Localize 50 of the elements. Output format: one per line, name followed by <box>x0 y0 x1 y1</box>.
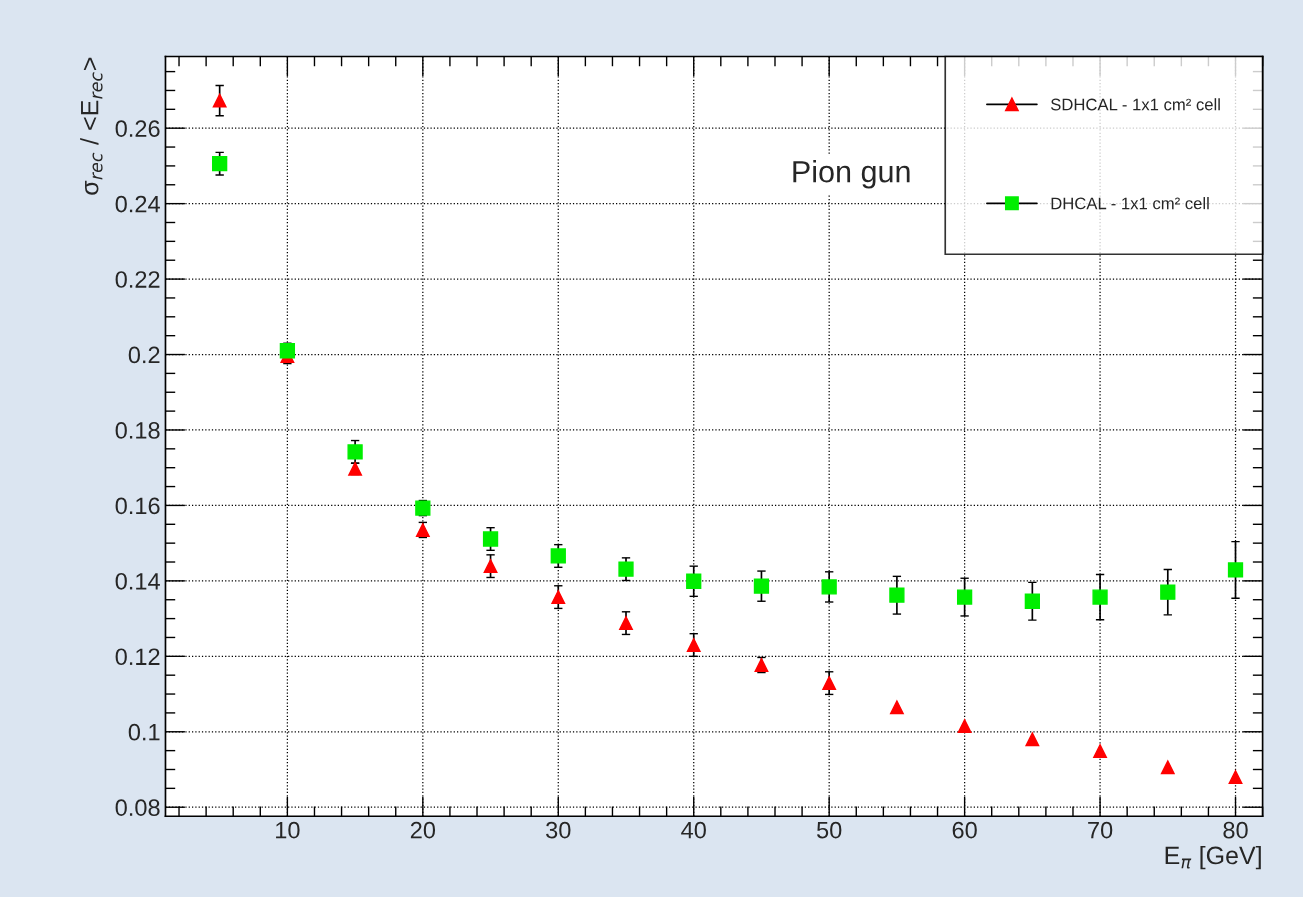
point <box>956 589 973 605</box>
point <box>753 578 770 594</box>
y-tick-label: 0.22 <box>115 271 160 288</box>
point <box>1024 593 1040 609</box>
x-tick-label: 20 <box>410 821 436 839</box>
point <box>1160 584 1176 600</box>
point <box>483 559 498 574</box>
y-tick-label: 0.2 <box>128 346 160 364</box>
legend-label: SDHCAL - 1x1 cm² cell <box>1051 98 1220 111</box>
point <box>1093 744 1108 758</box>
y-tick-label: 0.08 <box>115 799 160 816</box>
point <box>279 343 296 359</box>
point <box>1160 760 1175 775</box>
y-tick-label: 0.26 <box>115 120 160 137</box>
y-tick-label: 0.24 <box>115 195 160 213</box>
point <box>347 444 363 460</box>
legend-label: DHCAL - 1x1 cm² cell <box>1051 197 1209 210</box>
annotation: Pion gun <box>793 160 910 189</box>
x-tick-label: 30 <box>546 821 571 839</box>
point <box>618 561 634 577</box>
point <box>619 616 633 631</box>
point <box>212 156 228 172</box>
x-tick-label: 80 <box>1223 821 1248 839</box>
point <box>551 590 566 605</box>
point <box>482 531 499 547</box>
x-tick-label: 10 <box>276 821 300 839</box>
y-axis-title: σ$_{rec}$ / <E$_{rec}$> <box>80 57 103 195</box>
y-tick-label: 0.14 <box>115 572 160 590</box>
point <box>957 719 972 734</box>
point <box>550 548 566 564</box>
point <box>1228 770 1243 784</box>
point <box>686 638 701 652</box>
point <box>212 93 227 108</box>
point <box>1092 589 1108 605</box>
point <box>1227 562 1244 578</box>
y-tick-label: 0.1 <box>128 723 160 741</box>
y-tick-label: 0.18 <box>115 422 160 439</box>
x-tick-label: 40 <box>681 821 706 839</box>
x-tick-label: 50 <box>816 821 842 839</box>
point <box>1025 732 1040 747</box>
x-axis-title: E$_{π}$ [GeV] <box>1165 845 1261 870</box>
y-tick-label: 0.16 <box>115 497 160 515</box>
x-tick-label: 60 <box>952 821 977 839</box>
y-tick-label: 0.12 <box>115 648 160 666</box>
point <box>889 587 905 603</box>
point <box>821 579 837 595</box>
x-tick-label: 70 <box>1088 821 1113 839</box>
point <box>889 700 904 715</box>
point <box>686 573 702 589</box>
point <box>822 676 837 691</box>
